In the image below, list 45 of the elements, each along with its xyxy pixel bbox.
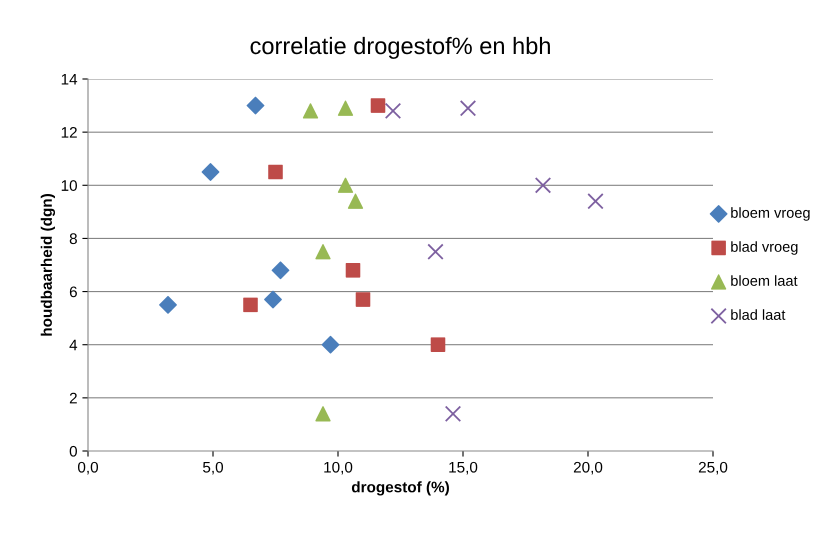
point <box>264 290 282 308</box>
x-tick-label: 15,0 <box>449 462 478 474</box>
point <box>460 100 476 116</box>
point <box>159 296 177 314</box>
point <box>534 177 552 194</box>
point <box>243 298 258 312</box>
y-tick-label: 14 <box>62 74 78 85</box>
y-tick-label: 2 <box>70 392 77 404</box>
point <box>322 336 340 354</box>
point <box>348 194 364 209</box>
x-tick-label: 20,0 <box>574 462 602 474</box>
point <box>356 292 370 307</box>
point <box>315 244 331 260</box>
point <box>268 164 283 180</box>
point <box>346 263 360 278</box>
legend-label: blad vroeg <box>731 241 798 255</box>
point <box>202 163 220 181</box>
y-tick-label: 10 <box>62 180 77 191</box>
point <box>427 244 444 260</box>
x-axis-title: drogestof (%) <box>352 481 449 496</box>
point <box>272 261 290 280</box>
x-tick-label: 0,0 <box>78 462 98 474</box>
point <box>587 193 604 210</box>
y-tick-label: 12 <box>62 127 77 138</box>
x-tick-label: 5,0 <box>202 462 224 474</box>
x-tick-label: 10,0 <box>324 462 352 474</box>
x-tick-label: 25,0 <box>698 462 728 474</box>
y-tick-label: 4 <box>69 340 78 350</box>
y-tick-label: 6 <box>70 286 77 298</box>
point <box>384 102 402 120</box>
legend-label: bloem laat <box>731 275 798 286</box>
point <box>315 406 331 422</box>
chart-title: correlatie drogestof% en hbh <box>250 36 550 59</box>
y-axis-title: houdbaarheid (dgn) <box>40 194 56 336</box>
point <box>444 406 462 422</box>
point <box>370 98 386 113</box>
point <box>302 103 318 119</box>
point <box>338 178 354 193</box>
legend-label: blad laat <box>731 309 786 320</box>
point <box>246 96 264 114</box>
legend-label: bloem vroeg <box>731 207 810 221</box>
y-tick-label: 0 <box>70 446 77 457</box>
point <box>338 100 354 116</box>
point <box>430 337 446 352</box>
y-tick-label: 8 <box>70 233 77 244</box>
